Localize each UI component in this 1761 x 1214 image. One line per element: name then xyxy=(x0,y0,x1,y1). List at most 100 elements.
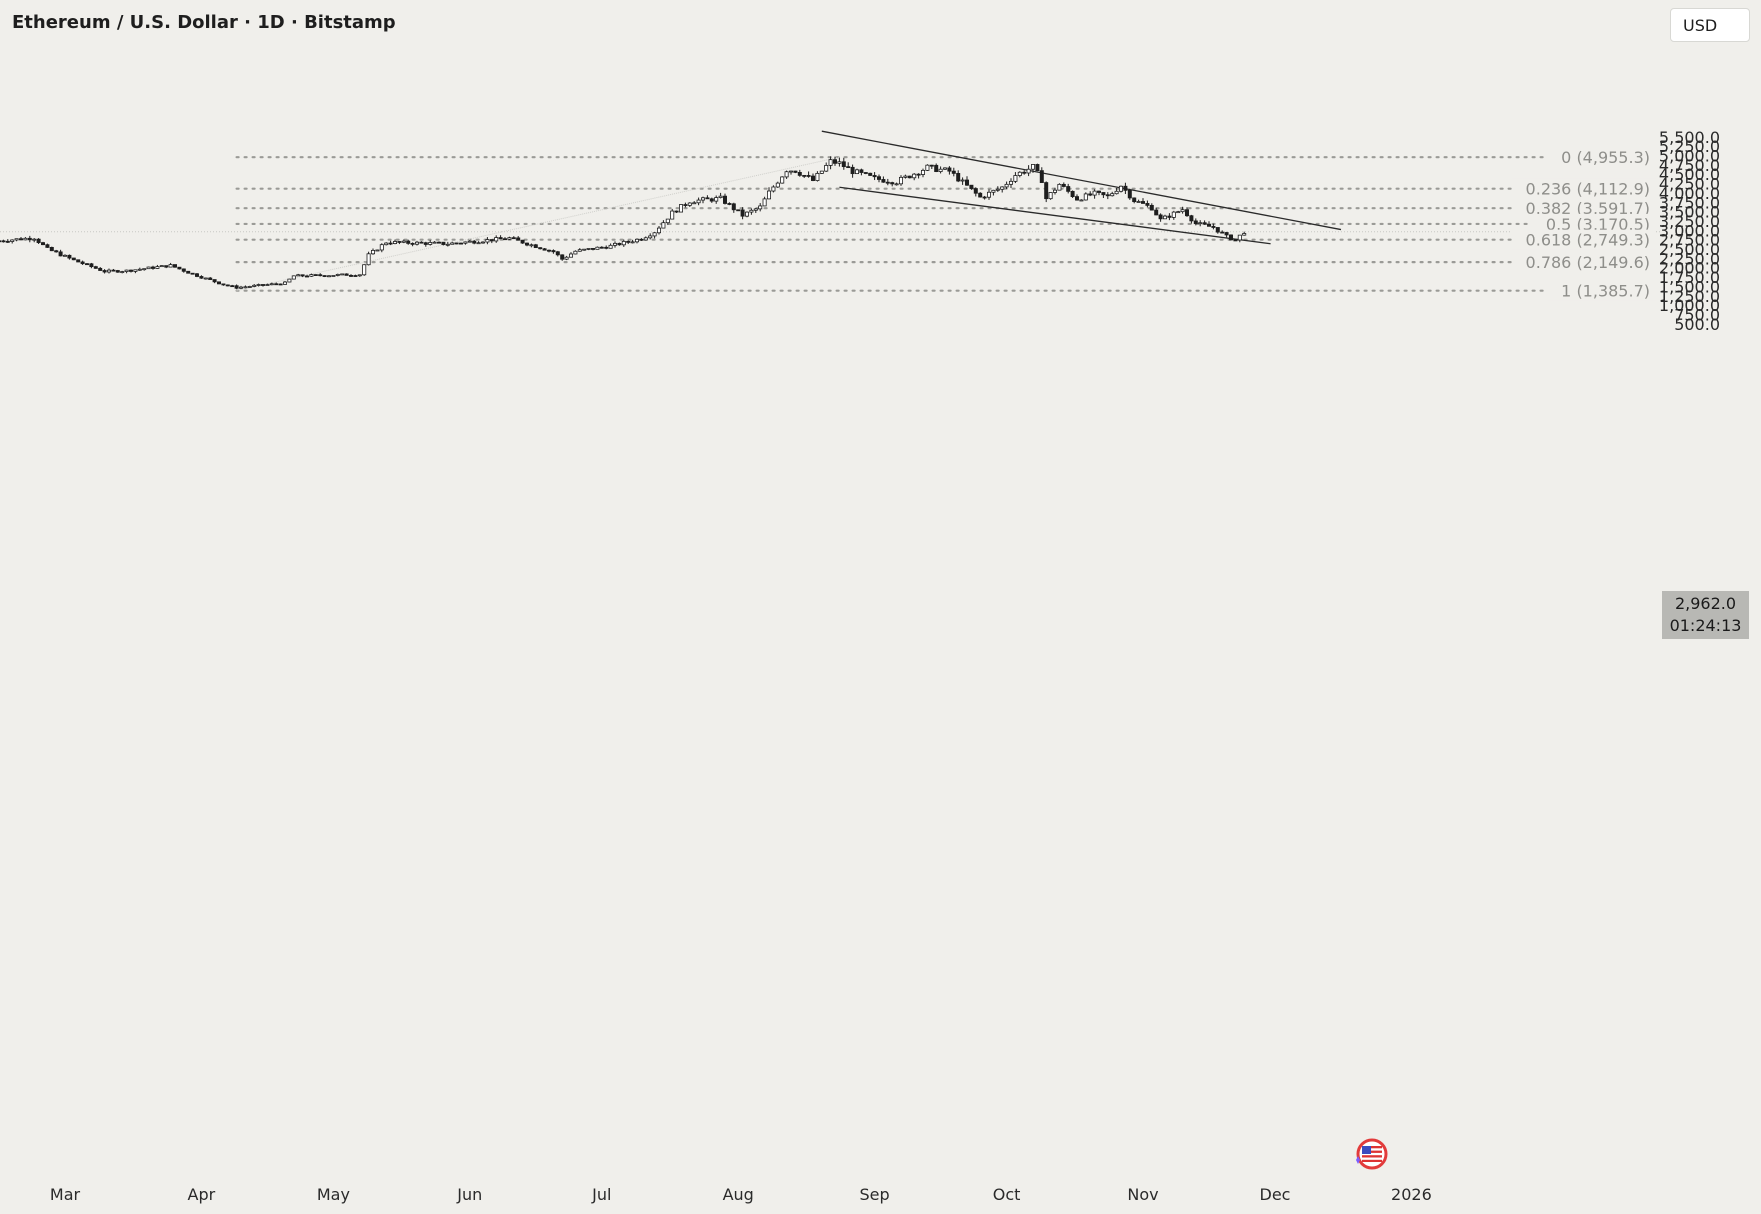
candle-body xyxy=(709,198,714,202)
candle-body xyxy=(260,284,265,286)
candle-body xyxy=(762,198,767,207)
candle-body xyxy=(1145,203,1150,206)
candle-body xyxy=(595,246,600,250)
candle-body xyxy=(23,237,28,241)
candle-body xyxy=(643,237,648,241)
candle-body xyxy=(1048,192,1053,200)
candle-body xyxy=(1242,233,1247,236)
candle-body xyxy=(410,242,415,245)
candle-body xyxy=(520,239,525,244)
candle-body xyxy=(881,179,886,183)
candle-body xyxy=(577,249,582,252)
candle-body xyxy=(432,241,437,244)
y-tick-label: 3,000.0 xyxy=(1659,221,1720,240)
y-tick-label: 3,500.0 xyxy=(1659,203,1720,222)
fib-label-bg xyxy=(1547,280,1656,301)
candle-body xyxy=(98,267,103,271)
x-tick-label: Sep xyxy=(860,1185,890,1204)
candlesticks xyxy=(0,156,1247,290)
y-tick-label: 5,500.0 xyxy=(1659,128,1720,147)
candle-body xyxy=(353,275,358,277)
candle-body xyxy=(529,244,534,247)
candle-body xyxy=(850,166,855,175)
x-tick-label: Nov xyxy=(1127,1185,1158,1204)
candle-body xyxy=(758,205,763,210)
candle-body xyxy=(480,241,485,244)
candle-body xyxy=(476,242,481,245)
y-tick-label: 2,750.0 xyxy=(1659,231,1720,250)
candle-body xyxy=(674,210,679,213)
candle-body xyxy=(1066,186,1071,192)
candle-body xyxy=(291,275,296,280)
candle-body xyxy=(384,242,389,246)
candle-body xyxy=(767,190,772,200)
candle-body xyxy=(128,269,133,272)
candle-body xyxy=(18,238,23,241)
candle-body xyxy=(665,218,670,224)
candle-body xyxy=(282,281,287,285)
candle-body xyxy=(247,286,252,288)
candle-body xyxy=(1013,175,1018,182)
us-flag-icon[interactable] xyxy=(1352,1138,1390,1170)
candle-body xyxy=(837,161,842,164)
candle-body xyxy=(1211,225,1216,228)
candle-body xyxy=(1039,170,1044,183)
y-axis[interactable]: 500.0750.01,000.01,250.01,500.01,750.02,… xyxy=(1659,128,1720,334)
candle-body xyxy=(194,273,199,277)
candle-body xyxy=(907,175,912,179)
candle-body xyxy=(1000,186,1005,190)
x-tick-label: Aug xyxy=(723,1185,754,1204)
trendline-upper[interactable] xyxy=(821,130,1342,231)
candle-body xyxy=(71,257,76,261)
candle-body xyxy=(93,266,98,269)
candle-body xyxy=(5,240,10,243)
candle-body xyxy=(617,242,622,246)
candle-body xyxy=(252,284,257,287)
candle-body xyxy=(1026,168,1031,174)
candle-body xyxy=(1233,239,1238,242)
candle-body xyxy=(828,159,833,166)
candle-body xyxy=(168,264,173,268)
candle-body xyxy=(542,248,547,251)
candle-body xyxy=(1202,222,1207,225)
candle-body xyxy=(111,269,116,272)
candle-body xyxy=(564,256,569,260)
candle-body xyxy=(221,283,226,286)
x-axis[interactable]: Mar Apr May Jun Jul Aug Sep Oct Nov Dec 2026 xyxy=(50,1185,1432,1204)
candle-body xyxy=(340,273,345,276)
fib-trend-line[interactable] xyxy=(236,156,840,292)
candle-body xyxy=(498,237,503,240)
candle-body xyxy=(745,211,750,217)
candle-body xyxy=(525,242,530,246)
candle-body xyxy=(885,181,890,184)
candle-body xyxy=(613,242,618,246)
candle-body xyxy=(155,266,160,269)
y-tick-label: 5,000.0 xyxy=(1659,147,1720,166)
candle-body xyxy=(313,274,318,276)
candle-body xyxy=(89,263,94,268)
y-tick-label: 1,750.0 xyxy=(1659,268,1720,287)
candle-body xyxy=(1224,232,1229,236)
y-tick-label: 2,000.0 xyxy=(1659,259,1720,278)
candle-body xyxy=(450,242,455,245)
candle-body xyxy=(27,237,32,241)
candle-body xyxy=(899,176,904,185)
x-tick-label: Dec xyxy=(1260,1185,1291,1204)
candle-body xyxy=(929,164,934,167)
currency-button[interactable]: USD xyxy=(1670,8,1750,42)
trendlines[interactable] xyxy=(821,130,1342,245)
candle-body xyxy=(190,272,195,275)
candle-body xyxy=(947,167,952,172)
candle-body xyxy=(1009,180,1014,185)
last-price: 2,962.0 xyxy=(1674,594,1737,613)
candle-body xyxy=(507,237,512,240)
candle-body xyxy=(912,173,917,179)
y-tick-label: 4,750.0 xyxy=(1659,156,1720,175)
candle-body xyxy=(45,244,50,248)
candle-body xyxy=(811,175,816,181)
candle-body xyxy=(287,278,292,283)
candle-body xyxy=(1017,171,1022,176)
fibonacci-retracement[interactable]: 0 (4,955.3) 0.236 (4,112.9)0.382 (3,591.7… xyxy=(0,147,1660,301)
trendline-lower[interactable] xyxy=(839,186,1271,245)
